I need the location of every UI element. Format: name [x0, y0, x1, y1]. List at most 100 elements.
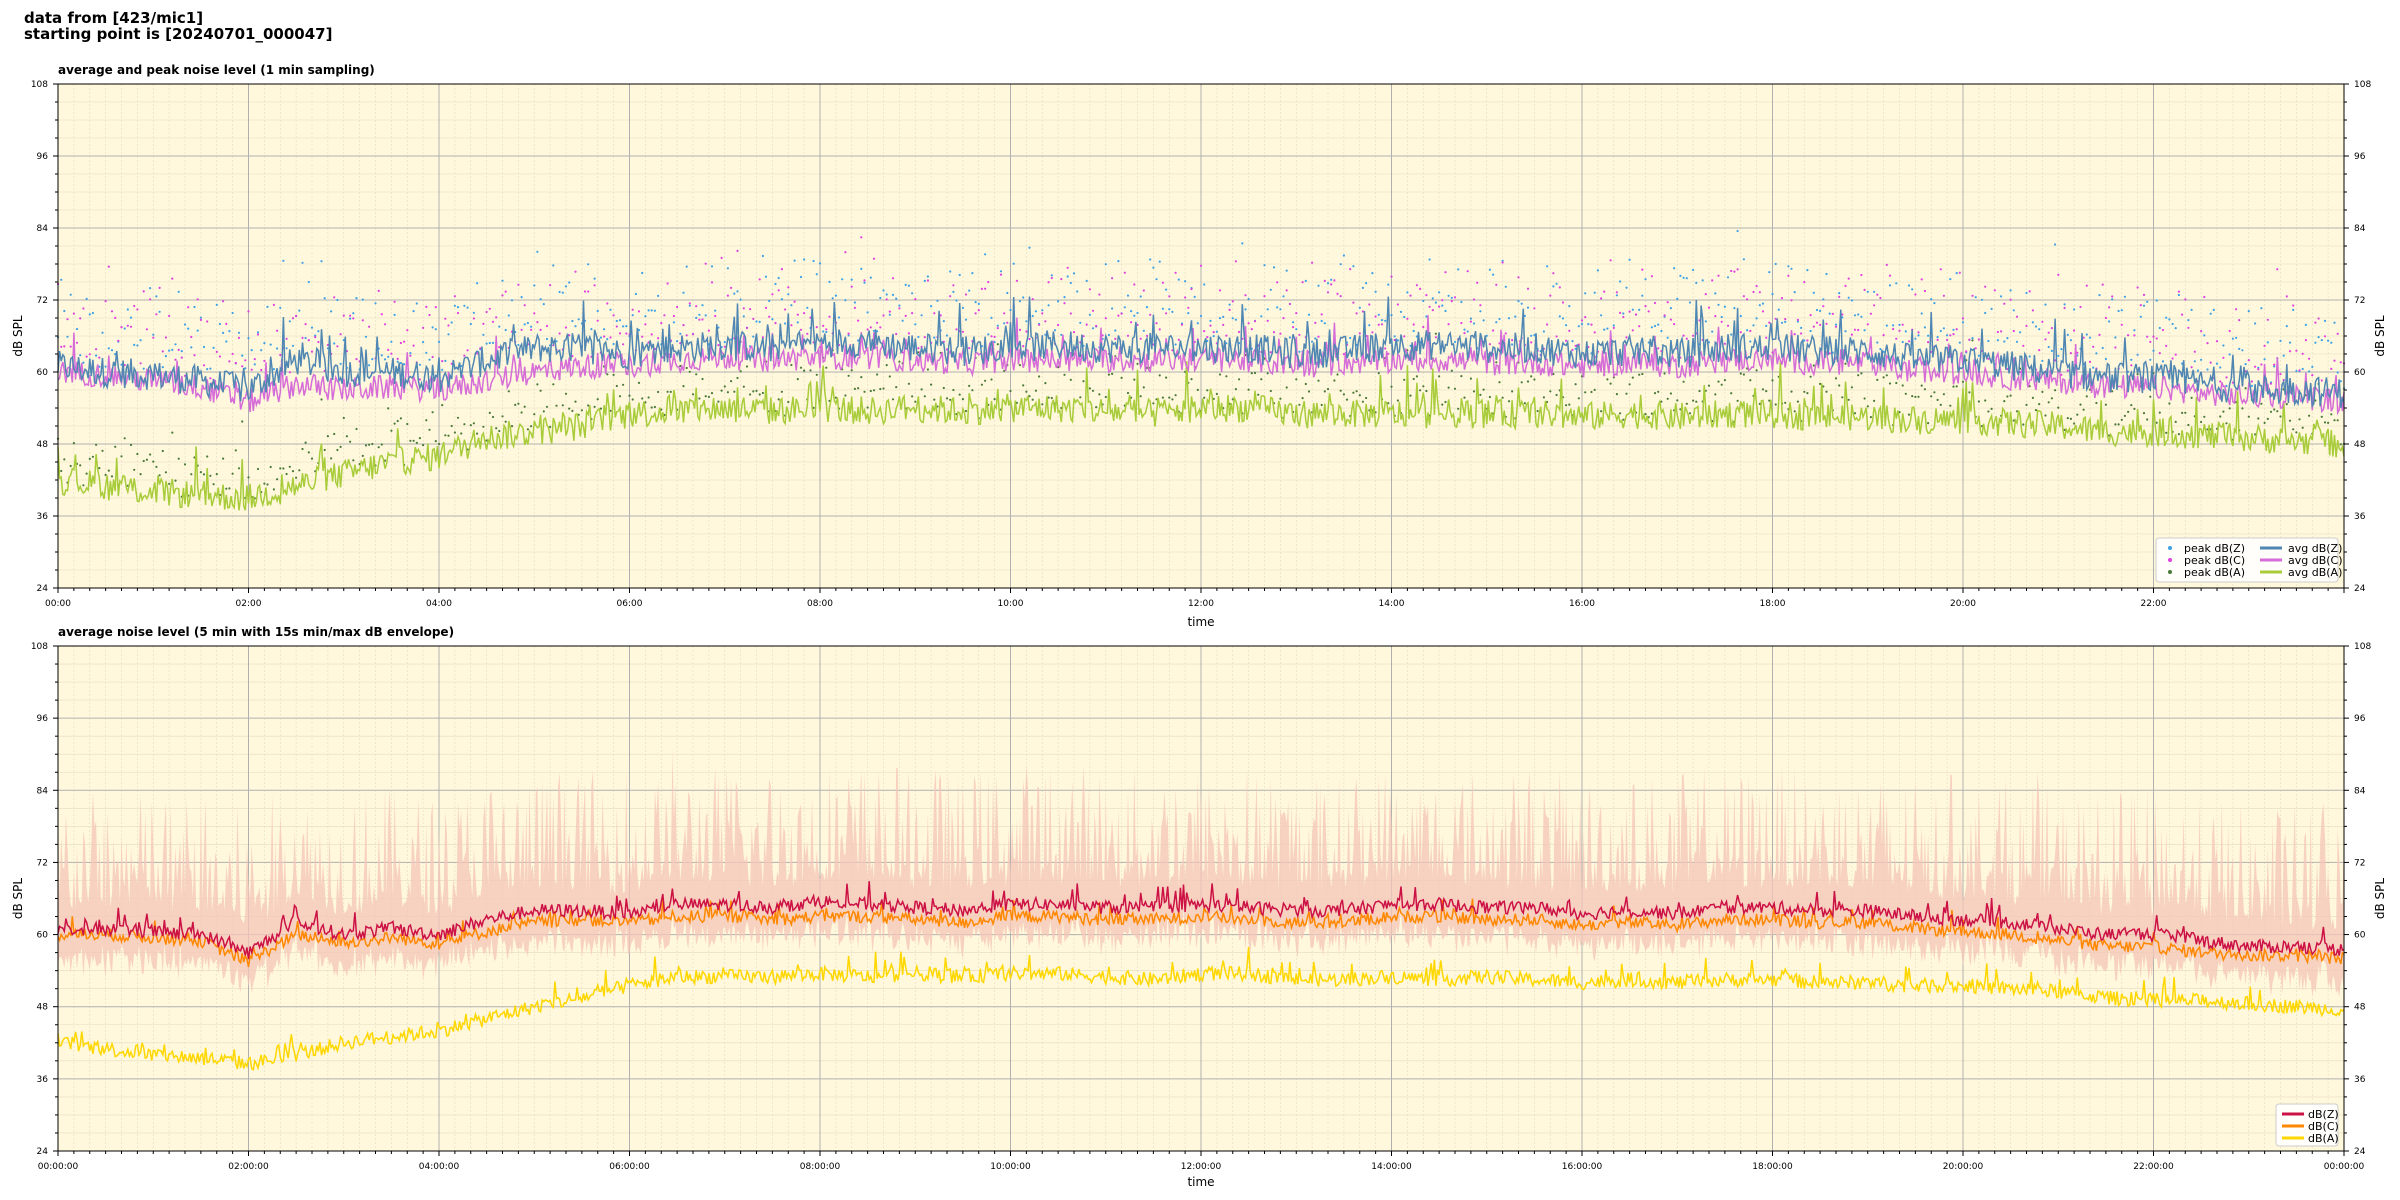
peak-point — [263, 359, 266, 362]
peak-point — [663, 314, 666, 317]
peak-point — [1942, 393, 1945, 396]
peak-point — [1431, 309, 1434, 312]
peak-point — [574, 325, 577, 328]
peak-point — [1815, 308, 1819, 312]
peak-point — [1076, 290, 1079, 293]
legend: peak dB(Z)peak dB(C)peak dB(A)avg dB(Z)a… — [2155, 537, 2343, 583]
peak-point — [2073, 422, 2076, 425]
peak-point — [1126, 294, 1130, 297]
peak-point — [295, 314, 298, 318]
peak-point — [1307, 313, 1311, 316]
peak-point — [999, 270, 1003, 273]
peak-point — [2177, 293, 2180, 297]
peak-point — [2041, 320, 2044, 323]
peak-point — [1009, 389, 1012, 393]
peak-point — [2301, 426, 2304, 429]
peak-point — [2057, 354, 2060, 357]
peak-point — [822, 324, 825, 327]
peak-point — [1311, 340, 1314, 343]
peak-point — [1917, 331, 1920, 334]
peak-point — [1927, 422, 1930, 425]
peak-point — [1965, 350, 1968, 353]
peak-point — [1526, 306, 1530, 309]
peak-point — [752, 317, 755, 320]
peak-point — [1657, 347, 1660, 350]
peak-point — [1266, 319, 1269, 322]
peak-point — [1530, 375, 1533, 378]
peak-point — [1326, 387, 1330, 391]
peak-point — [453, 431, 456, 434]
peak-point — [1018, 328, 1022, 331]
peak-point — [282, 467, 285, 470]
peak-point — [1939, 403, 1942, 406]
peak-point — [1072, 331, 1076, 334]
peak-point — [2231, 337, 2234, 340]
peak-point — [710, 265, 714, 268]
peak-point — [241, 420, 244, 423]
peak-point — [1422, 385, 1425, 388]
peak-point — [1755, 285, 1758, 288]
peak-point — [1733, 307, 1736, 310]
peak-point — [1711, 279, 1714, 282]
peak-point — [2203, 295, 2206, 299]
peak-point — [1450, 300, 1453, 303]
peak-point — [222, 300, 225, 303]
peak-point — [923, 336, 926, 339]
peak-point — [488, 341, 491, 345]
peak-point — [672, 314, 676, 318]
peak-point — [1060, 278, 1063, 281]
peak-point — [2177, 433, 2180, 436]
series-line-db-z- — [57, 881, 2345, 960]
peak-point — [2047, 401, 2050, 404]
peak-point — [2095, 401, 2098, 405]
x-tick-label: 22:00 — [2141, 599, 2167, 609]
peak-point — [1933, 391, 1936, 394]
peak-point — [104, 365, 107, 368]
peak-point — [1384, 319, 1387, 322]
peak-point — [288, 371, 291, 374]
peak-point — [1571, 348, 1574, 352]
peak-point — [301, 336, 304, 339]
peak-point — [1034, 389, 1037, 392]
peak-point — [383, 323, 387, 326]
peak-point — [1942, 294, 1945, 297]
peak-point — [1415, 375, 1418, 378]
peak-point — [691, 333, 695, 336]
peak-point — [1111, 307, 1114, 310]
peak-point — [161, 350, 164, 353]
peak-point — [469, 322, 472, 326]
peak-point — [456, 306, 460, 309]
peak-point — [1460, 300, 1463, 304]
peak-point — [784, 308, 787, 311]
peak-point — [1841, 313, 1844, 316]
peak-point — [1755, 317, 1758, 320]
peak-point — [622, 383, 625, 386]
peak-point — [2279, 373, 2282, 376]
peak-point — [1774, 403, 1777, 406]
peak-point — [1628, 310, 1631, 313]
peak-point — [1234, 318, 1237, 321]
peak-point — [739, 298, 742, 301]
peak-point — [1342, 254, 1345, 257]
peak-point — [488, 411, 491, 414]
peak-point — [1920, 312, 1923, 315]
peak-point — [1834, 323, 1838, 326]
peak-point — [1282, 317, 1285, 320]
peak-point — [596, 319, 599, 322]
peak-point — [758, 393, 761, 396]
peak-point — [1838, 292, 1841, 295]
peak-point — [993, 341, 996, 344]
peak-point — [2193, 360, 2196, 363]
peak-point — [1199, 264, 1203, 267]
peak-point — [504, 328, 507, 332]
peak-point — [618, 319, 622, 322]
y-tick-label: 60 — [37, 368, 49, 378]
peak-point — [1396, 399, 1399, 402]
peak-point — [2133, 329, 2136, 332]
peak-point — [917, 351, 920, 354]
peak-point — [847, 334, 850, 337]
peak-point — [1003, 369, 1006, 372]
peak-point — [758, 320, 761, 323]
peak-point — [472, 422, 475, 425]
